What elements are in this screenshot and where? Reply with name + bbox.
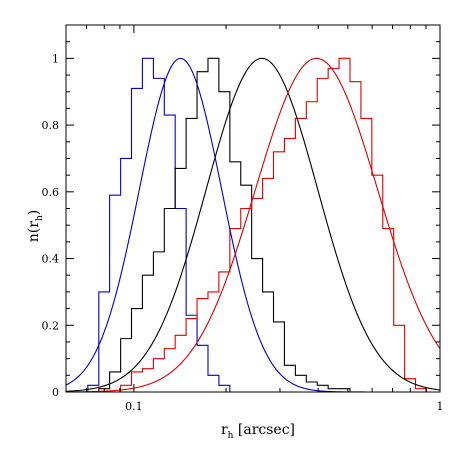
x-tick-label: 0.1 (125, 400, 143, 413)
x-axis-title-main: r (221, 422, 228, 438)
x-axis-title-sub: h (228, 431, 234, 441)
y-axis-title-sub: h (35, 215, 45, 221)
y-axis-title-main: n(r (26, 221, 42, 242)
histogram-2 (66, 57, 438, 392)
y-tick-label: 0.4 (42, 253, 60, 266)
tick-labels: 0 0.2 0.4 0.6 0.8 1 0.1 1 (42, 52, 444, 413)
y-tick-label: 0 (52, 386, 59, 399)
x-axis-title: rh [arcsec] (221, 422, 295, 441)
plot-content (66, 57, 440, 392)
histogram-1 (66, 57, 438, 392)
y-tick-label: 0.2 (42, 319, 60, 332)
axis-ticks (65, 24, 441, 393)
fit-curve-3 (66, 57, 440, 392)
x-tick-label: 1 (437, 400, 444, 413)
y-axis-title-rest: ) (26, 210, 42, 215)
y-tick-label: 1 (52, 52, 59, 65)
y-axis-title: n(rh) (26, 210, 45, 242)
x-axis-title-rest: [arcsec] (233, 422, 295, 438)
y-tick-label: 0.6 (42, 186, 60, 199)
histogram-3 (66, 57, 438, 392)
fit-curve-2 (66, 57, 440, 392)
fit-curve-1 (66, 57, 440, 392)
y-tick-label: 0.8 (42, 119, 60, 132)
plot-area (66, 57, 440, 392)
